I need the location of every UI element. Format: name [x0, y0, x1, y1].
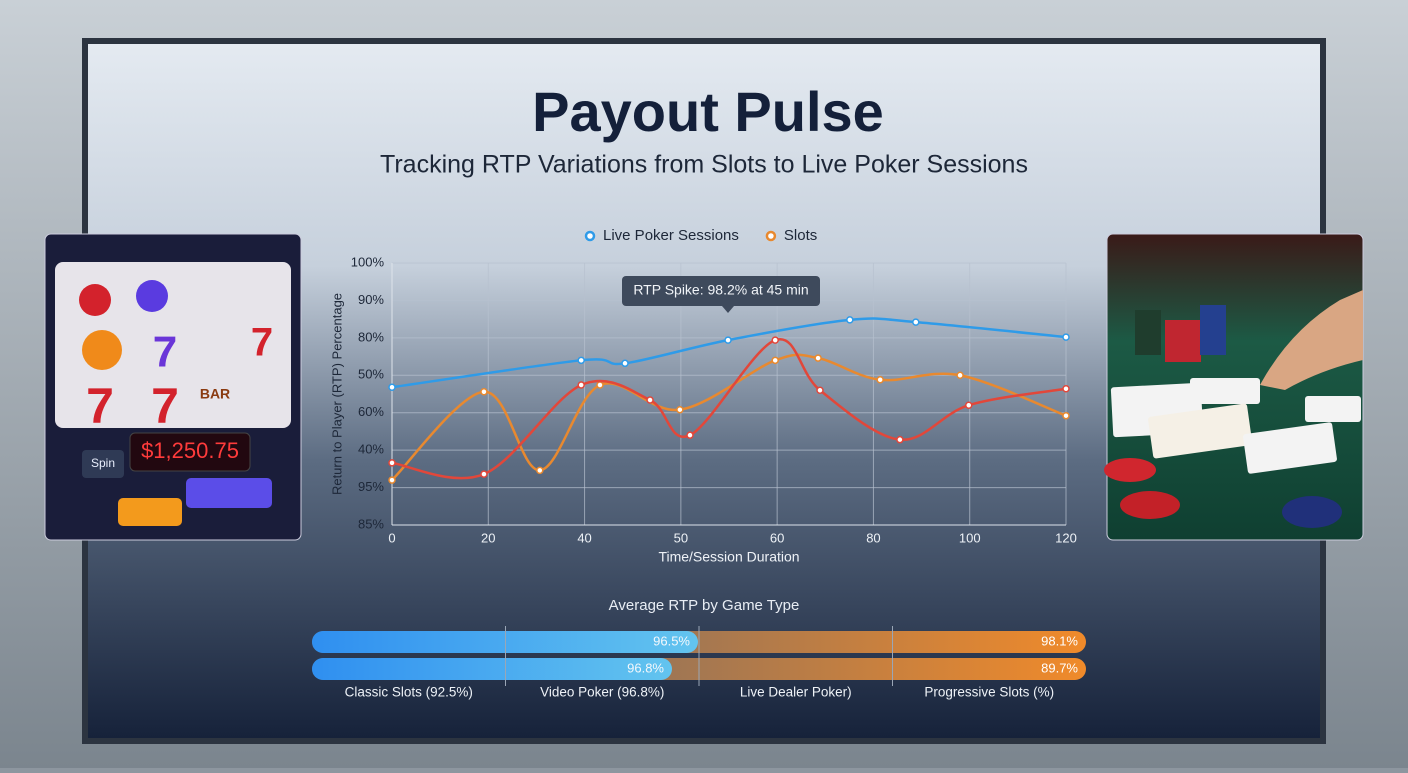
series-line [391, 338, 1067, 480]
point [388, 476, 396, 484]
point [771, 336, 779, 344]
cherry [79, 284, 111, 316]
point [646, 396, 654, 404]
seven: 7 [151, 378, 179, 434]
x-tick-label: 50 [674, 530, 688, 545]
category-label: Progressive Slots (%) [924, 685, 1054, 700]
title: Payout Pulse [532, 80, 884, 143]
y-axis-label: Return to Player (RTP) Percentage [329, 293, 344, 495]
spin-label: Spin [91, 456, 115, 470]
legend-label: Slots [784, 227, 817, 244]
legend-label: Live Poker Sessions [603, 227, 739, 244]
bar-symbol: BAR [200, 386, 230, 402]
poker-table-image [1104, 233, 1364, 541]
x-tick-label: 100 [959, 530, 981, 545]
x-tick-label: 60 [770, 530, 784, 545]
gem [136, 280, 168, 312]
bar-left [312, 658, 672, 680]
category-label: Classic Slots (92.5%) [345, 685, 473, 700]
point [1062, 385, 1070, 393]
rtp-bars: 96.5% 98.1% 96.8% 89.7% Classic Slots (92.5%… [312, 626, 1086, 700]
orange-button [118, 498, 182, 526]
x-tick-label: 20 [481, 530, 495, 545]
point [724, 336, 732, 344]
seven: 7 [153, 328, 177, 377]
category-label: Live Dealer Poker) [740, 685, 852, 700]
point [596, 381, 604, 389]
y-tick-label: 85% [358, 516, 384, 531]
point [876, 376, 884, 384]
annotation: RTP Spike: 98.2% at 45 min [633, 282, 808, 298]
bars-title: Average RTP by Game Type [609, 597, 800, 614]
x-tick-label: 80 [866, 530, 880, 545]
y-tick-label: 80% [358, 329, 384, 344]
point [621, 359, 629, 368]
card [1305, 396, 1361, 422]
point [965, 401, 973, 409]
y-tick-label: 60% [358, 404, 384, 419]
x-tick-label: 40 [577, 530, 591, 545]
amount: $1,250.75 [141, 438, 239, 463]
chip [1104, 458, 1156, 482]
point [771, 356, 779, 365]
series-line [391, 353, 1067, 481]
spin-button [82, 450, 124, 478]
bar-left-label: 96.8% [627, 660, 664, 675]
x-tick-label: 120 [1055, 530, 1077, 545]
bar-right-label: 98.1% [1041, 633, 1078, 648]
point [536, 466, 544, 475]
point [896, 435, 904, 444]
bar-left-label: 96.5% [653, 633, 690, 648]
point [956, 371, 964, 380]
y-tick-label: 50% [358, 367, 384, 382]
card [1190, 378, 1260, 404]
y-tick-label: 95% [358, 479, 384, 494]
legend-marker [584, 230, 596, 242]
point [816, 386, 824, 395]
hand [1260, 290, 1363, 390]
point [676, 405, 684, 414]
point [577, 381, 585, 389]
bar-right-label: 89.7% [1041, 660, 1078, 675]
x-axis-label: Time/Session Duration [658, 549, 799, 565]
point [1062, 411, 1070, 420]
point [480, 388, 488, 396]
chip-stack [1135, 310, 1161, 355]
line-chart: 100% 90% 80% 50% 60% 40% 95% 85% 0 20 40 50 60 80 100 1… [329, 227, 1076, 565]
point [577, 356, 585, 365]
legend-marker [765, 230, 777, 242]
point [1062, 333, 1070, 341]
seven: 7 [251, 321, 273, 365]
chip-stack [1165, 320, 1201, 362]
subtitle: Tracking RTP Variations from Slots to Li… [380, 151, 1028, 179]
seven: 7 [86, 378, 114, 434]
y-tick-label: 40% [358, 442, 384, 457]
y-tick-label: 90% [358, 292, 384, 307]
point [388, 459, 396, 467]
point [912, 318, 920, 326]
amount-display [129, 432, 251, 472]
point [814, 354, 822, 362]
purple-button [186, 478, 272, 508]
chip [1120, 491, 1180, 519]
card [1148, 403, 1253, 459]
reels [55, 262, 291, 428]
point [846, 316, 854, 324]
annotation-pointer [722, 306, 734, 313]
point [388, 383, 396, 392]
card [1243, 422, 1337, 474]
point [480, 470, 488, 478]
category-label: Video Poker (96.8%) [540, 685, 664, 700]
slot-machine-image: 7 7 7 7 BAR $1,250.75 Spin [44, 233, 302, 541]
x-tick-label: 0 [388, 530, 395, 545]
chip-stack [1200, 305, 1226, 355]
orange [82, 330, 122, 370]
chip [1282, 496, 1342, 528]
annotation-box [622, 276, 820, 306]
point [686, 431, 694, 439]
y-tick-label: 100% [351, 254, 385, 269]
